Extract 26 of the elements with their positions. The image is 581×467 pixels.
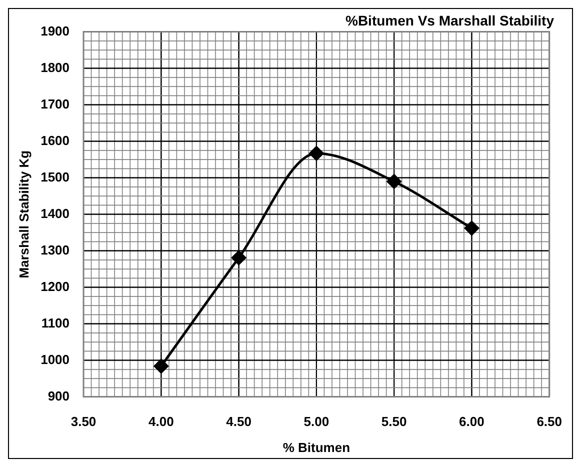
y-tick-label: 1500 xyxy=(40,169,70,184)
x-tick-label: 4.50 xyxy=(226,414,252,430)
y-tick-label: 1900 xyxy=(40,23,70,38)
point xyxy=(464,220,479,236)
x-tick-label: 6.00 xyxy=(459,414,484,430)
point xyxy=(154,358,168,374)
x-tick-label: 4.00 xyxy=(148,414,174,430)
chart-title: %Bitumen Vs Marshall Stability xyxy=(346,12,554,28)
x-tick-label: 5.00 xyxy=(304,414,330,430)
y-tick-label: 1800 xyxy=(40,60,70,75)
point xyxy=(309,146,324,161)
x-tick-label: 5.50 xyxy=(381,414,407,430)
point xyxy=(386,174,402,189)
y-tick-label: 1300 xyxy=(40,242,70,258)
point xyxy=(232,250,246,265)
y-tick-label: 900 xyxy=(48,388,70,404)
x-tick-label: 6.50 xyxy=(536,414,562,430)
y-axis-title: Marshall Stability Kg xyxy=(16,150,32,278)
y-tick-label: 1200 xyxy=(40,278,70,294)
y-tick-label: 1000 xyxy=(40,352,70,367)
x-tick-label: 3.50 xyxy=(70,414,96,430)
y-tick-label: 1700 xyxy=(40,96,70,112)
x-axis-title: % Bitumen xyxy=(282,440,350,455)
y-tick-label: 1400 xyxy=(40,206,70,221)
y-tick-label: 1100 xyxy=(41,315,70,330)
y-tick-label: 1600 xyxy=(40,132,70,148)
